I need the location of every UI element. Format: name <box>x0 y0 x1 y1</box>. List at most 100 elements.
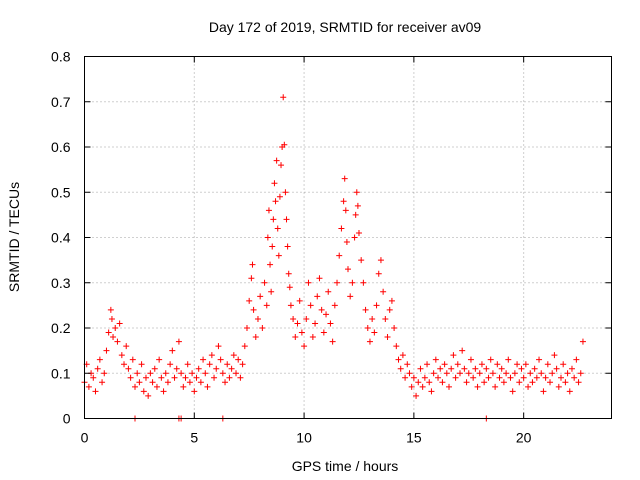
data-point <box>450 352 457 359</box>
data-point <box>261 279 268 286</box>
data-point <box>426 379 433 386</box>
data-point <box>406 370 413 377</box>
data-point <box>175 338 182 345</box>
data-point <box>343 239 350 246</box>
data-point <box>243 325 250 331</box>
data-point <box>142 374 149 381</box>
data-point <box>443 370 450 377</box>
data-point <box>522 361 529 368</box>
data-point <box>417 365 424 372</box>
data-point <box>399 352 406 359</box>
data-point <box>366 338 373 345</box>
data-point <box>158 374 165 381</box>
data-point <box>208 352 215 359</box>
data-point <box>446 383 453 390</box>
data-point <box>325 288 332 295</box>
data-point <box>259 325 266 331</box>
data-point <box>456 370 463 377</box>
data-point <box>375 270 382 277</box>
data-point <box>90 374 97 381</box>
data-point <box>391 325 398 331</box>
data-point <box>358 257 365 264</box>
data-point <box>246 297 253 304</box>
y-tick-label: 0.5 <box>51 184 71 200</box>
data-point <box>241 343 248 350</box>
data-point <box>441 361 448 368</box>
data-point <box>568 365 575 372</box>
data-point <box>430 370 437 377</box>
data-point <box>167 361 174 368</box>
x-tick-label: 10 <box>296 430 312 446</box>
data-point <box>305 279 312 286</box>
data-point <box>349 279 356 286</box>
data-point <box>189 370 196 377</box>
data-point <box>186 379 193 386</box>
data-point <box>560 361 567 368</box>
data-point <box>404 361 411 368</box>
data-point <box>118 352 125 359</box>
data-point <box>507 374 514 381</box>
data-point <box>564 370 571 377</box>
y-tick-label: 0.4 <box>51 230 71 246</box>
x-tick-label: 0 <box>81 430 89 446</box>
data-point <box>331 302 338 309</box>
data-point <box>437 365 444 372</box>
data-point <box>533 374 540 381</box>
data-point <box>327 320 334 327</box>
data-point <box>338 225 345 232</box>
data-point <box>213 365 220 372</box>
data-point <box>270 216 277 223</box>
data-point <box>352 211 359 218</box>
data-point <box>454 361 461 368</box>
data-point <box>505 356 512 363</box>
data-point <box>509 388 516 395</box>
data-point <box>303 315 310 322</box>
data-point <box>278 162 285 169</box>
data-point <box>274 225 281 232</box>
data-point <box>92 388 99 395</box>
data-point <box>108 315 115 322</box>
data-point <box>132 383 139 390</box>
data-point <box>180 383 187 390</box>
y-tick-label: 0.6 <box>51 139 71 155</box>
data-point <box>318 306 325 313</box>
data-point <box>410 374 417 381</box>
data-point <box>160 388 167 395</box>
data-point <box>476 370 483 377</box>
data-point <box>542 374 549 381</box>
data-point <box>269 243 276 250</box>
data-point <box>224 361 231 368</box>
data-point <box>494 361 501 368</box>
data-point <box>498 365 505 372</box>
data-point <box>314 293 321 300</box>
data-point <box>164 379 171 386</box>
data-point <box>96 356 103 363</box>
data-point <box>249 261 256 268</box>
data-point <box>551 352 558 359</box>
data-point <box>116 320 123 327</box>
data-point <box>273 157 280 164</box>
data-point <box>465 370 472 377</box>
data-point <box>487 356 494 363</box>
data-point <box>296 297 303 304</box>
data-point <box>276 193 283 200</box>
data-point <box>233 370 240 377</box>
data-point <box>312 320 319 327</box>
data-point <box>123 343 130 350</box>
data-point <box>503 370 510 377</box>
data-point <box>518 365 525 372</box>
data-point <box>341 175 348 182</box>
data-point <box>481 379 488 386</box>
data-point <box>573 356 580 363</box>
data-point <box>371 329 378 336</box>
data-point <box>129 356 136 363</box>
data-point <box>184 361 191 368</box>
data-point <box>577 370 584 377</box>
plot-frame <box>84 56 612 419</box>
data-point <box>217 356 224 363</box>
data-point <box>156 356 163 363</box>
data-point <box>342 207 349 214</box>
data-point <box>235 356 242 363</box>
data-point <box>483 365 490 372</box>
